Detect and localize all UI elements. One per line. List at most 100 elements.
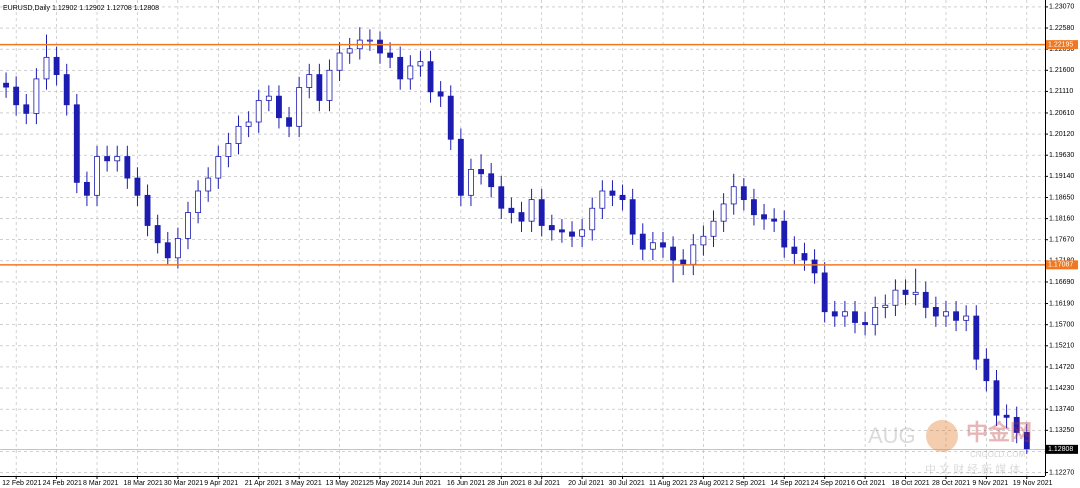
watermark-logo xyxy=(926,420,958,452)
watermark-text: 中 文 财 经 新 媒 体 xyxy=(925,462,1020,476)
watermark-text: 中金网 xyxy=(966,420,1032,445)
candle-body xyxy=(740,186,747,201)
candle-body xyxy=(558,229,565,233)
candle-body xyxy=(892,289,899,306)
candle-body xyxy=(276,95,282,119)
y-tick-label: 1.22090 xyxy=(1049,46,1074,53)
candle-body xyxy=(296,87,303,127)
candle-body xyxy=(144,194,151,226)
candle-body xyxy=(23,104,30,114)
candle-body xyxy=(518,212,525,222)
y-tick-label: 1.16190 xyxy=(1049,300,1074,307)
watermark-text: CNGOLD.COM xyxy=(970,450,1025,459)
x-tick-label: 9 Nov 2021 xyxy=(972,480,1008,487)
candle-body xyxy=(569,231,575,237)
candle-body xyxy=(528,199,535,222)
y-tick-label: 1.21110 xyxy=(1049,88,1073,95)
x-tick-label: 13 May 2021 xyxy=(326,480,367,487)
candle-body xyxy=(326,69,333,101)
candle-body xyxy=(538,199,545,226)
y-tick-label: 1.18650 xyxy=(1049,194,1074,201)
candle-body xyxy=(589,207,596,231)
candle-body xyxy=(43,56,50,80)
candle-body xyxy=(3,82,9,88)
candle-body xyxy=(377,39,383,54)
candle-body xyxy=(1013,416,1020,433)
x-tick-label: 25 May 2021 xyxy=(366,480,407,487)
x-tick-label: 2 Sep 2021 xyxy=(730,480,766,487)
y-tick-label: 1.19630 xyxy=(1049,152,1074,159)
candle-body xyxy=(841,311,848,317)
x-tick-label: 16 Jun 2021 xyxy=(447,480,486,487)
candle-body xyxy=(761,214,767,220)
x-tick-label: 3 May 2021 xyxy=(285,480,322,487)
level-label-bg xyxy=(1046,260,1078,270)
candle-body xyxy=(407,65,414,80)
y-tick-label: 1.20610 xyxy=(1049,110,1074,117)
candle-body xyxy=(609,190,616,196)
candle-body xyxy=(619,194,626,201)
candle-body xyxy=(771,218,778,222)
candle-body xyxy=(953,311,959,321)
candle-body xyxy=(902,289,909,295)
candle-body xyxy=(164,242,171,259)
candle-body xyxy=(629,199,636,235)
candle-body xyxy=(508,207,515,213)
y-tick-label: 1.18160 xyxy=(1049,215,1074,222)
candle-body xyxy=(83,181,90,196)
candle-body xyxy=(963,315,970,321)
candle-body xyxy=(882,304,889,308)
candle-body xyxy=(862,322,869,326)
candle-body xyxy=(993,380,1000,416)
x-tick-label: 21 Apr 2021 xyxy=(245,480,283,487)
candle-body xyxy=(751,199,757,216)
candle-body xyxy=(852,311,858,323)
watermark: AUG 中金网 CNGOLD.COM 中 文 财 经 新 媒 体 xyxy=(868,420,1032,476)
x-tick-label: 30 Mar 2021 xyxy=(164,480,203,487)
candle-body xyxy=(447,95,454,140)
candle-body xyxy=(690,244,697,265)
candle-body xyxy=(1003,414,1010,418)
candle-body xyxy=(498,186,505,209)
x-tick-label: 20 Jul 2021 xyxy=(568,480,604,487)
candle-body xyxy=(195,190,202,213)
y-tick-label: 1.19140 xyxy=(1049,173,1074,180)
candle-body xyxy=(397,56,404,80)
y-tick-label: 1.15210 xyxy=(1049,343,1074,350)
candle-body xyxy=(13,86,20,106)
candle-body xyxy=(872,307,879,326)
candle-body xyxy=(235,125,242,144)
candle-body xyxy=(700,235,707,246)
candle-body xyxy=(306,74,313,88)
candle-body xyxy=(286,117,292,127)
x-tick-label: 12 Feb 2021 xyxy=(2,480,41,487)
candle-body xyxy=(346,48,353,54)
candle-body xyxy=(831,311,838,317)
y-tick-label: 1.21600 xyxy=(1049,67,1074,74)
candle-body xyxy=(932,307,939,317)
grid xyxy=(0,0,1045,476)
candle-body xyxy=(478,169,484,175)
candle-body xyxy=(205,177,212,192)
candle-body xyxy=(124,156,131,179)
x-tick-label: 18 Mar 2021 xyxy=(123,480,162,487)
candle-body xyxy=(417,61,424,67)
x-tick-label: 24 Feb 2021 xyxy=(43,480,82,487)
candle-body xyxy=(104,156,111,162)
x-tick-label: 8 Mar 2021 xyxy=(83,480,119,487)
y-tick-label: 1.16690 xyxy=(1049,279,1074,286)
x-tick-label: 23 Aug 2021 xyxy=(689,480,728,487)
overlay: AUG 中金网 CNGOLD.COM 中 文 财 经 新 媒 体 xyxy=(0,43,1045,476)
candle-body xyxy=(63,74,70,106)
candle-body xyxy=(225,143,232,157)
x-tick-label: 14 Sep 2021 xyxy=(770,480,810,487)
y-tick-label: 1.23070 xyxy=(1049,4,1074,11)
candle-body xyxy=(387,52,394,58)
candle-body xyxy=(488,173,495,188)
candle-body xyxy=(366,39,373,42)
candle-body xyxy=(670,246,677,261)
y-tick-label: 1.13740 xyxy=(1049,406,1074,413)
x-tick-label: 8 Jul 2021 xyxy=(528,480,560,487)
y-tick-label: 1.13250 xyxy=(1049,427,1074,434)
